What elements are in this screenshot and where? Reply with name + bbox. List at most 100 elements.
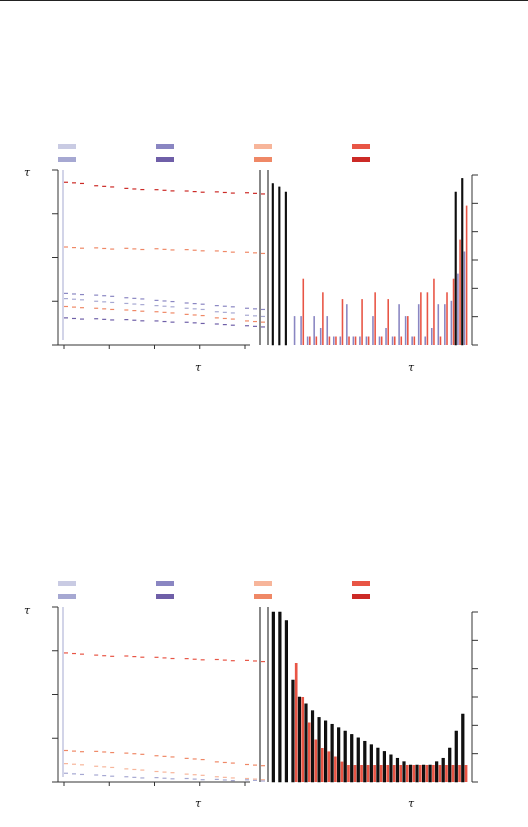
bar-1-2-12 bbox=[354, 336, 357, 345]
bar-1-2-23 bbox=[426, 292, 429, 345]
bar-3-0-3 bbox=[291, 679, 295, 783]
bar-1-2-25 bbox=[439, 336, 442, 345]
bar-1-2-28 bbox=[459, 239, 461, 345]
bar-1-0-29 bbox=[461, 178, 464, 346]
bar-1-1-28 bbox=[457, 273, 459, 345]
page-top-rule bbox=[0, 0, 528, 1]
bar-1-1-7 bbox=[319, 328, 322, 345]
bar-3-0-17 bbox=[382, 751, 386, 783]
bar-3-1-10 bbox=[340, 761, 344, 782]
bar-1-2-27 bbox=[452, 278, 455, 345]
bar-3-0-26 bbox=[441, 757, 445, 783]
top-left-ylabel: τ bbox=[24, 166, 31, 179]
bar-3-0-25 bbox=[435, 761, 439, 783]
bar-1-1-25 bbox=[437, 304, 440, 345]
bar-1-1-11 bbox=[346, 304, 348, 345]
bar-3-0-24 bbox=[428, 764, 432, 783]
bar-3-1-23 bbox=[425, 765, 429, 782]
bar-1-1-17 bbox=[385, 328, 387, 345]
bar-1-2-26 bbox=[446, 292, 448, 345]
bar-1-1-13 bbox=[359, 336, 361, 345]
bar-1-2-4 bbox=[302, 278, 305, 345]
bar-3-1-26 bbox=[445, 765, 448, 782]
bar-3-0-22 bbox=[415, 764, 419, 783]
bar-1-2-18 bbox=[393, 336, 396, 345]
bar-3-1-14 bbox=[366, 765, 370, 782]
legend-swatch-blue_3 bbox=[156, 144, 174, 149]
bar-1-1-21 bbox=[411, 336, 413, 345]
bar-3-1-4 bbox=[301, 697, 305, 782]
bar-1-1-4 bbox=[300, 316, 302, 345]
legend-swatch-blue_4 bbox=[156, 157, 174, 162]
bar-1-2-24 bbox=[433, 278, 435, 345]
bar-3-0-29 bbox=[461, 713, 465, 783]
bar-3-0-4 bbox=[297, 696, 302, 783]
bar-1-1-20 bbox=[404, 316, 407, 345]
bar-1-2-19 bbox=[400, 336, 403, 345]
bar-3-1-11 bbox=[347, 765, 350, 782]
bottom-left-ylabel: τ bbox=[24, 604, 31, 617]
bar-1-1-19 bbox=[398, 304, 400, 345]
bar-1-2-22 bbox=[420, 292, 422, 345]
bar-1-1-10 bbox=[339, 336, 342, 345]
legend-swatch-blue_1 bbox=[58, 581, 76, 586]
bar-1-2-10 bbox=[341, 299, 344, 345]
bar-3-0-19 bbox=[395, 757, 400, 783]
legend-swatch-blue_2 bbox=[58, 594, 76, 599]
bar-3-0-12 bbox=[350, 734, 354, 783]
bottom-right-xlabel: τ bbox=[408, 797, 415, 810]
top-panel-svg bbox=[52, 144, 478, 349]
bar-3-1-9 bbox=[334, 756, 337, 782]
bar-3-0-28 bbox=[454, 730, 458, 783]
top-right-xlabel: τ bbox=[408, 361, 415, 374]
bar-1-2-8 bbox=[328, 336, 331, 345]
bar-1-2-11 bbox=[348, 336, 350, 345]
bar-1-1-6 bbox=[313, 316, 315, 345]
legend-swatch-blue_4 bbox=[156, 594, 174, 599]
bar-3-1-20 bbox=[405, 765, 409, 782]
bar-3-0-15 bbox=[369, 744, 373, 783]
bar-3-1-21 bbox=[412, 765, 416, 782]
bar-1-1-8 bbox=[326, 316, 329, 345]
legend-swatch-blue_2 bbox=[58, 157, 76, 162]
bar-3-0-23 bbox=[422, 764, 426, 783]
bar-3-1-27 bbox=[451, 765, 455, 782]
top-left-xlabel: τ bbox=[195, 361, 202, 374]
bar-1-2-7 bbox=[322, 292, 324, 345]
bar-1-2-16 bbox=[380, 336, 383, 345]
bar-3-1-5 bbox=[307, 722, 311, 782]
legend-swatch-red_4 bbox=[352, 157, 370, 162]
bar-3-1-24 bbox=[432, 765, 435, 782]
bar-3-1-7 bbox=[321, 748, 324, 782]
bar-3-1-16 bbox=[379, 765, 383, 782]
bar-3-0-18 bbox=[389, 754, 393, 783]
legend-swatch-blue_1 bbox=[58, 144, 76, 149]
bar-1-2-6 bbox=[315, 336, 318, 345]
bar-3-0-6 bbox=[310, 710, 315, 783]
bar-1-1-18 bbox=[391, 336, 394, 345]
bottom-panel bbox=[0, 567, 528, 827]
bar-1-2-5 bbox=[309, 336, 311, 345]
bar-3-0-7 bbox=[317, 717, 321, 783]
legend-swatch-red_3 bbox=[352, 581, 370, 586]
bar-3-0-13 bbox=[356, 737, 360, 783]
bar-1-1-3 bbox=[293, 316, 296, 345]
bar-1-1-16 bbox=[378, 336, 381, 345]
bottom-panel-svg bbox=[52, 581, 478, 786]
bar-3-1-22 bbox=[419, 765, 422, 782]
legend-swatch-red_4 bbox=[352, 594, 370, 599]
bar-3-1-18 bbox=[392, 765, 396, 782]
legend-swatch-red_1 bbox=[254, 581, 272, 586]
bar-1-0-1 bbox=[278, 186, 281, 346]
bar-3-0-9 bbox=[330, 723, 334, 783]
bar-1-2-17 bbox=[387, 299, 389, 345]
legend-swatch-red_2 bbox=[254, 594, 272, 599]
bar-3-0-1 bbox=[278, 611, 282, 783]
bar-3-1-19 bbox=[399, 765, 403, 782]
bar-1-0-0 bbox=[271, 183, 274, 346]
bar-1-2-9 bbox=[335, 336, 337, 345]
bar-3-0-27 bbox=[448, 747, 452, 783]
bar-3-0-0 bbox=[271, 611, 275, 783]
bar-3-0-8 bbox=[324, 720, 328, 783]
bar-3-0-16 bbox=[376, 747, 380, 783]
